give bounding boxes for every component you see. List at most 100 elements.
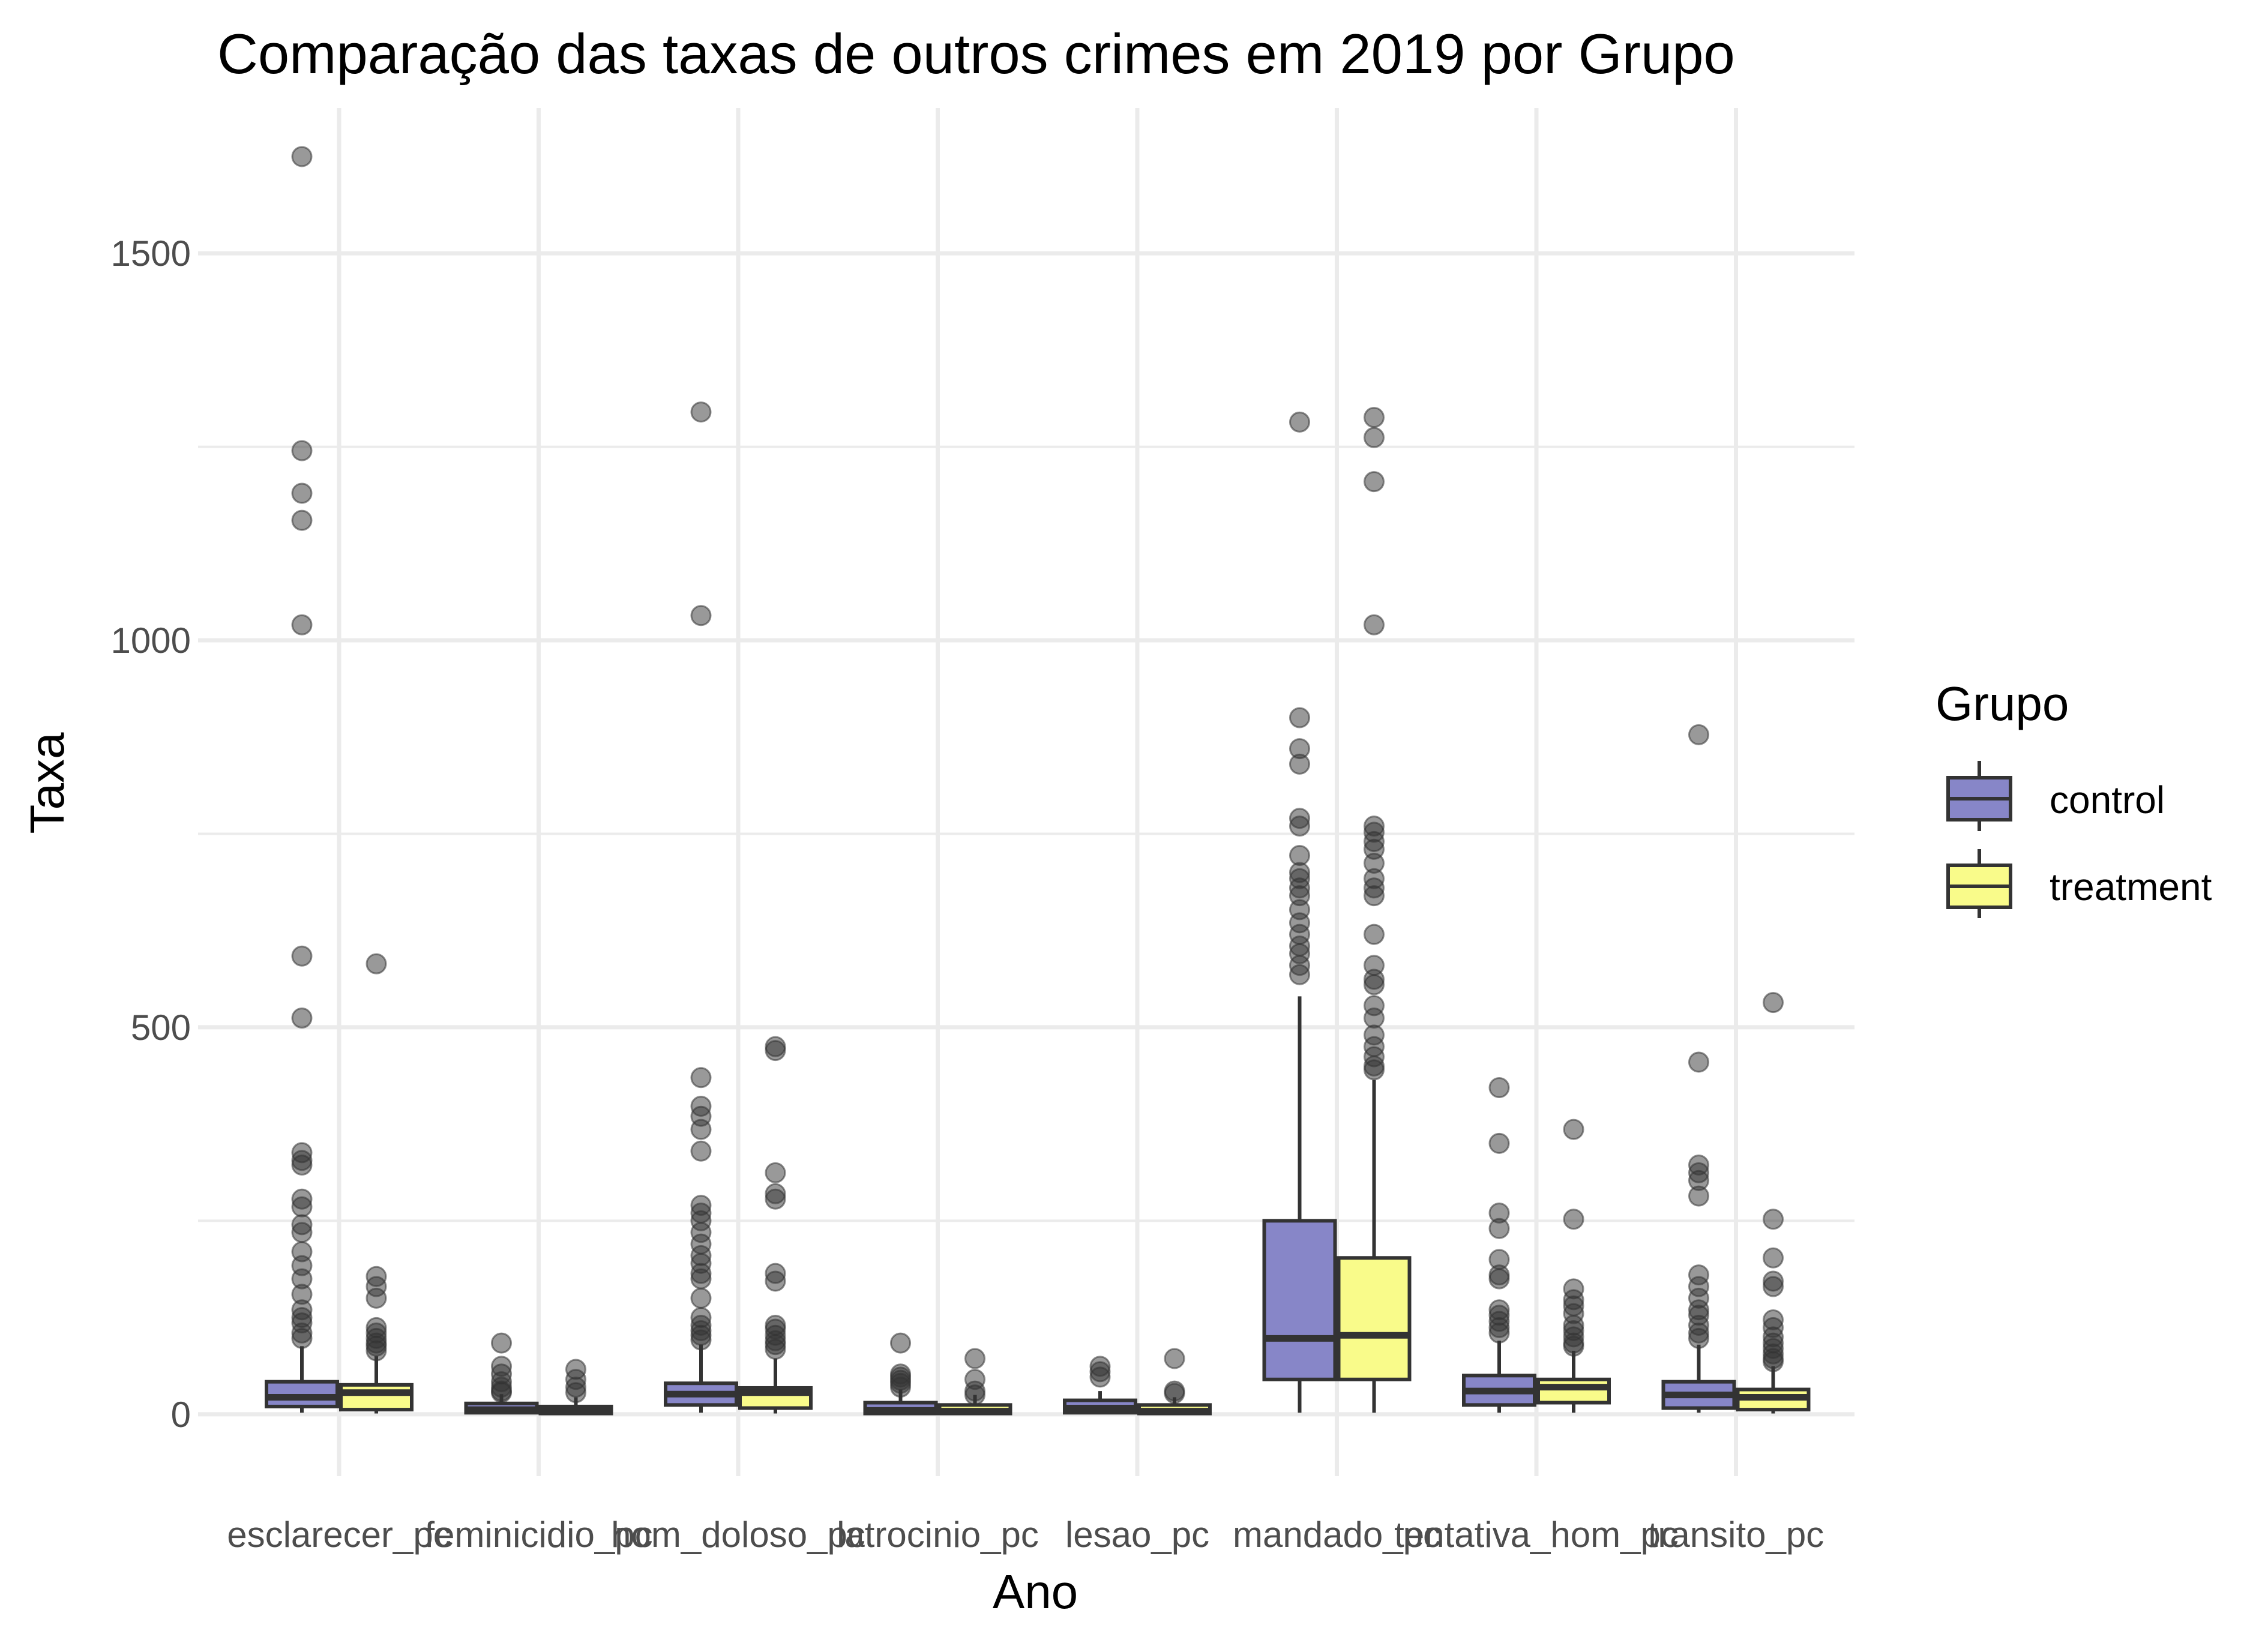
outlier-point [291,509,313,531]
outlier-point [765,1188,786,1210]
x-tick-label: esclarecer_pc [227,1515,451,1555]
legend-label-control: control [2050,778,2165,822]
outlier-point [1289,816,1310,837]
box-group [863,1332,938,1416]
box-group [339,953,414,1414]
legend-item-control: control [1946,761,2165,831]
x-tick-label: feminicidio_pc [424,1515,652,1555]
outlier-point [1364,1059,1385,1081]
outlier-point [291,614,313,635]
box-group [1536,1119,1611,1413]
outlier-point [491,1332,512,1354]
x-tick-label: mandado_pc [1233,1515,1441,1555]
x-tick-label: lesao_pc [1065,1515,1209,1555]
box-group [464,1332,539,1415]
grid-lines [198,108,1854,1476]
outlier-point [1488,1322,1510,1344]
outlier-point [1289,411,1310,433]
outlier-point [690,1067,712,1089]
outlier-point [491,1382,512,1404]
outlier-point [291,1222,313,1243]
outlier-point [1688,1327,1709,1349]
outlier-point [291,1007,313,1029]
box-group [1063,1356,1137,1415]
outlier-point [690,1268,712,1290]
box-groups [265,146,1811,1416]
box-group [1262,411,1337,1413]
outlier-point [964,1384,985,1406]
outlier-point [1164,1383,1185,1404]
outlier-point [1688,1185,1709,1207]
outlier-point [291,482,313,504]
outlier-point [890,1377,911,1398]
outlier-point [291,146,313,167]
outlier-point [1763,992,1784,1014]
outlier-point [690,1119,712,1140]
outlier-point [1164,1348,1185,1369]
outlier-point [1364,427,1385,448]
outlier-point [1289,753,1310,775]
y-tick-label: 0 [171,1395,191,1435]
outlier-point [690,1287,712,1309]
outlier-point [1364,885,1385,907]
outlier-point [1289,707,1310,728]
outlier-point [365,953,387,975]
outlier-point [1289,964,1310,985]
y-tick-label: 1000 [111,620,191,661]
outlier-point [1688,724,1709,745]
box-group [265,146,339,1413]
outlier-point [1488,1077,1510,1099]
outlier-point [1089,1366,1111,1388]
outlier-point [291,440,313,461]
outlier-point [765,1270,786,1292]
outlier-point [1488,1218,1510,1239]
box-group [1736,992,1811,1414]
outlier-point [365,1340,387,1362]
box-group [1462,1077,1536,1413]
outlier-point [291,1155,313,1176]
x-axis-ticks: esclarecer_pcfeminicidio_pchom_doloso_pc… [227,1515,1824,1555]
legend-item-treatment: treatment [1946,849,2212,918]
outlier-point [690,1329,712,1351]
y-axis-title: Taxa [20,732,74,834]
outlier-point [964,1348,985,1369]
outlier-point [1488,1132,1510,1154]
legend: Grupo control treatment [1936,677,2212,918]
x-tick-label: latrocinio_pc [837,1515,1039,1555]
box [1337,1256,1412,1381]
box-group [1137,1348,1212,1416]
outlier-point [1563,1119,1584,1140]
outlier-point [565,1382,586,1404]
chart-title: Comparação das taxas de outros crimes em… [217,22,1735,85]
outlier-point [690,605,712,626]
x-tick-label: hom_doloso_pc [611,1515,865,1555]
outlier-point [890,1332,911,1354]
outlier-point [1563,1335,1584,1357]
outlier-point [365,1287,387,1309]
box-group [1661,724,1736,1413]
box-group [538,1359,613,1416]
outlier-point [1488,1268,1510,1290]
outlier-point [1763,1276,1784,1297]
outlier-point [690,1140,712,1162]
outlier-point [291,1327,313,1349]
box-group [1337,407,1412,1413]
outlier-point [1763,1247,1784,1269]
outlier-point [1364,974,1385,996]
outlier-point [1364,924,1385,945]
x-axis-title: Ano [993,1565,1078,1618]
x-tick-label: transito_pc [1648,1515,1824,1555]
outlier-point [690,401,712,423]
outlier-point [1364,471,1385,493]
outlier-point [765,1162,786,1183]
box [1536,1377,1611,1405]
y-tick-label: 1500 [111,233,191,274]
outlier-point [1364,614,1385,635]
outlier-point [291,1196,313,1218]
box-group [937,1348,1012,1416]
x-tick-label: tentativa_hom_pc [1394,1515,1679,1555]
outlier-point [1763,1209,1784,1230]
outlier-point [1763,1351,1784,1372]
outlier-point [1364,407,1385,428]
